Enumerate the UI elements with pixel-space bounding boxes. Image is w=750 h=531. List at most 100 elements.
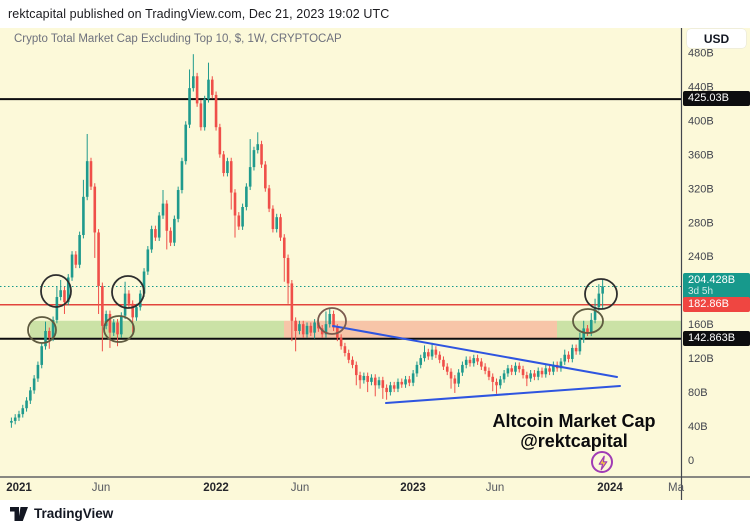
candle-body — [480, 361, 483, 367]
candle-body — [123, 293, 127, 316]
highlight-circle-7[interactable] — [584, 278, 618, 310]
candle-body — [574, 347, 578, 352]
candle-body — [275, 217, 278, 230]
candle-body — [457, 372, 460, 384]
candle-body — [135, 307, 138, 318]
candle-body — [510, 368, 513, 372]
candle-body — [184, 124, 188, 162]
candle-body — [373, 377, 377, 386]
candle-body — [392, 385, 396, 389]
candle-body — [309, 325, 313, 333]
price-tick-360B: 360B — [688, 149, 714, 161]
trendline-wedge-lower[interactable] — [385, 385, 621, 404]
candle-body — [389, 385, 392, 393]
trendline-wedge-upper[interactable] — [332, 325, 618, 378]
candle-body — [104, 313, 108, 326]
candle-body — [36, 364, 40, 379]
candle-body — [127, 293, 131, 304]
candle-body — [267, 188, 271, 209]
candle-body — [377, 380, 381, 386]
support-zone-right[interactable] — [557, 320, 681, 339]
price-label-182.86B: 182.86B — [683, 296, 750, 312]
candle-body — [347, 353, 351, 360]
lightning-icon — [598, 455, 608, 471]
candle-body — [290, 283, 294, 321]
candle-body — [271, 208, 275, 230]
time-tick-Jun: Jun — [92, 482, 111, 494]
candle-body — [464, 359, 468, 365]
candle-body — [210, 79, 214, 95]
highlight-circle-4[interactable] — [111, 275, 145, 309]
candle-body — [514, 365, 517, 372]
chart-canvas[interactable]: 480B 440B 400B 360B 320B 280B 240B 160B 120B 80B 4… — [0, 28, 750, 500]
price-tick-120B: 120B — [688, 353, 714, 365]
highlight-circle-3[interactable] — [103, 315, 135, 343]
price-tick-280B: 280B — [688, 217, 714, 229]
time-tick-2022: 2022 — [203, 482, 229, 494]
price-label-countdown: 3d 5h — [688, 286, 714, 298]
currency-toggle-button[interactable]: USD — [687, 29, 746, 48]
candle-body — [25, 400, 28, 409]
candle-body — [601, 286, 604, 294]
candle-body — [521, 369, 525, 376]
candle-body — [427, 352, 430, 357]
candle-body — [502, 373, 506, 380]
candle-body — [552, 364, 555, 372]
candle-body — [332, 313, 335, 328]
candle-body — [499, 379, 502, 386]
candle-body — [351, 359, 354, 365]
resistance-zone-mid[interactable] — [284, 320, 557, 339]
candle-body — [233, 192, 237, 216]
price-tick-440B: 440B — [688, 81, 714, 93]
candle-body — [559, 361, 563, 369]
candle-body — [533, 373, 536, 377]
highlight-circle-1[interactable] — [27, 316, 57, 344]
candle-body — [256, 144, 260, 151]
footer-bar: TradingView — [0, 500, 750, 531]
candle-body — [245, 186, 248, 207]
candle-body — [529, 373, 532, 379]
candle-body — [370, 377, 373, 382]
candle-body — [525, 375, 529, 379]
candle-body — [495, 381, 498, 386]
candle-body — [517, 365, 521, 370]
candle-body — [173, 218, 176, 243]
boost-button[interactable] — [591, 451, 613, 473]
tradingview-logo[interactable]: TradingView — [10, 506, 113, 521]
candle-body — [150, 229, 153, 250]
support-zone-left[interactable] — [30, 320, 284, 339]
candle-body — [203, 99, 206, 128]
candle-body — [411, 373, 415, 383]
candle-body — [252, 150, 256, 168]
candle-body — [279, 217, 282, 238]
candle-body — [165, 203, 169, 231]
candle-body — [328, 313, 332, 325]
highlight-circle-6[interactable] — [572, 308, 604, 334]
candle-body — [286, 257, 290, 284]
candle-body — [301, 324, 305, 335]
candle-body — [226, 161, 229, 174]
price-tick-240B: 240B — [688, 251, 714, 263]
highlight-circle-5[interactable] — [317, 307, 347, 335]
candle-body — [298, 324, 301, 331]
candle-body — [381, 380, 385, 388]
time-tick-2021: 2021 — [6, 482, 32, 494]
candle-body — [82, 196, 85, 236]
candle-body — [21, 408, 25, 415]
chart-area[interactable]: 480B 440B 400B 360B 320B 280B 240B 160B 120B 80B 4… — [0, 28, 750, 500]
candle-body — [29, 390, 32, 401]
candle-body — [199, 103, 203, 128]
candle-body — [400, 381, 404, 385]
candle-body — [442, 359, 445, 367]
candle-body — [17, 414, 21, 418]
highlight-circle-2[interactable] — [40, 274, 72, 308]
price-tick-160B: 160B — [688, 319, 714, 331]
price-label-425.03B: 425.03B — [683, 91, 750, 107]
candle-body — [218, 127, 222, 155]
candle-body — [483, 366, 487, 371]
candle-body — [260, 144, 263, 165]
candle-body — [544, 368, 548, 375]
candle-body — [536, 370, 540, 377]
attribution-text: rektcapital published on TradingView.com… — [8, 7, 390, 21]
